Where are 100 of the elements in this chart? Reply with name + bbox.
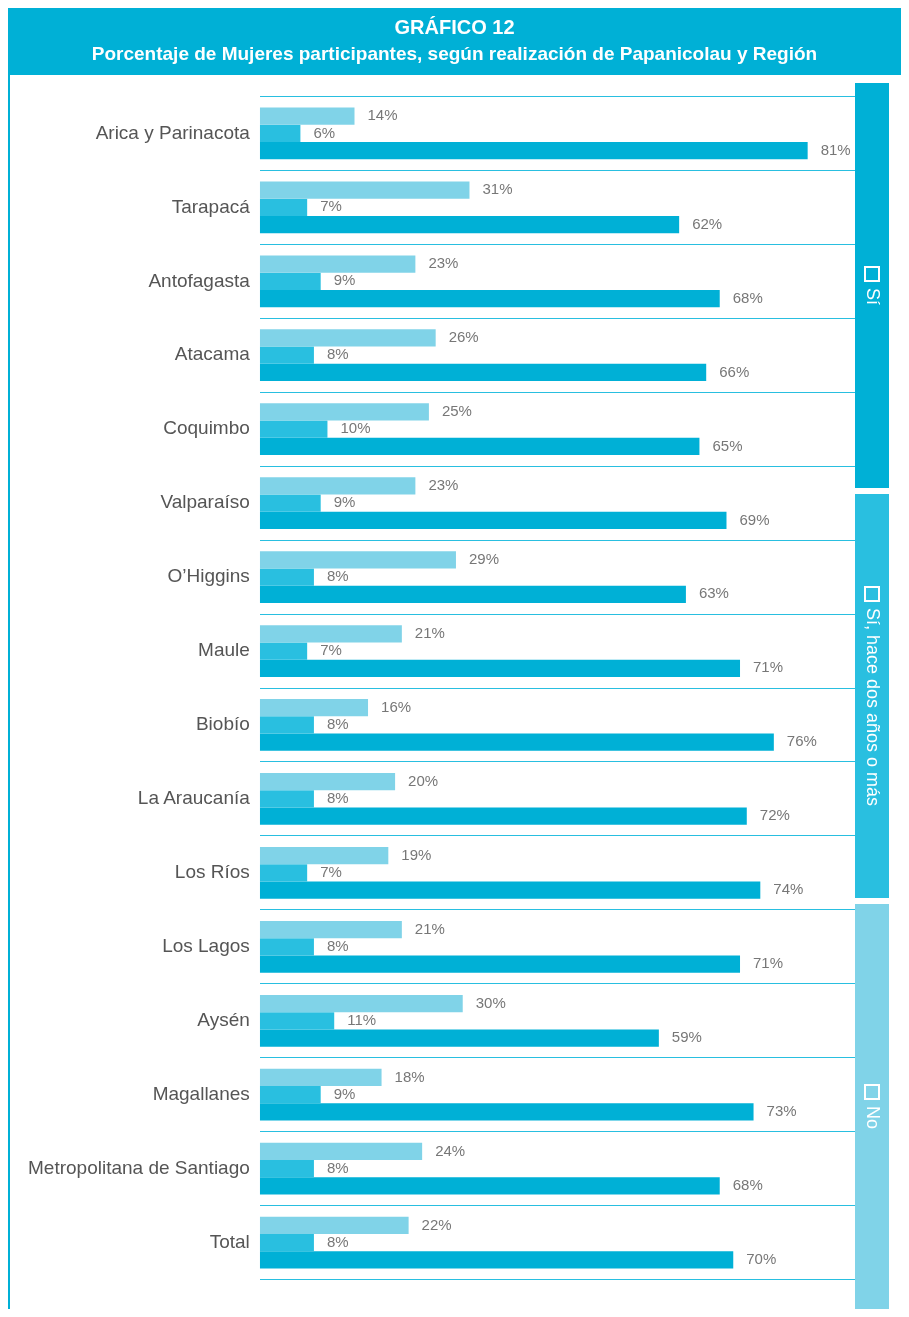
- bar: [259, 1160, 314, 1178]
- data-label: 74%: [773, 880, 804, 898]
- bar: [259, 329, 436, 347]
- y-tick-label: Biobío: [195, 713, 250, 735]
- y-tick-label: Arica y Parinacota: [95, 121, 251, 143]
- y-tick-label: Antofagasta: [148, 269, 251, 291]
- data-label: 6%: [313, 123, 336, 141]
- bar: [259, 585, 686, 603]
- bar: [259, 864, 308, 882]
- bar: [259, 773, 396, 791]
- data-label: 30%: [475, 993, 506, 1011]
- data-label: 7%: [320, 863, 342, 881]
- bar: [259, 1216, 409, 1234]
- legend-label: Sí: [861, 287, 883, 305]
- y-tick-label: Coquimbo: [163, 417, 250, 439]
- bar: [259, 642, 308, 660]
- data-label: 8%: [326, 567, 349, 585]
- data-label: 72%: [759, 806, 790, 824]
- legend-label: Sí, hace dos años o más: [861, 607, 883, 807]
- data-label: 70%: [746, 1250, 777, 1268]
- data-label: 69%: [739, 510, 770, 528]
- bar: [259, 659, 741, 677]
- bar: [259, 807, 747, 825]
- bar: [259, 1086, 321, 1104]
- data-label: 19%: [401, 845, 432, 863]
- bar: [259, 733, 774, 751]
- data-label: 8%: [326, 1232, 349, 1250]
- data-label: 8%: [326, 345, 349, 363]
- bar: [259, 790, 314, 808]
- data-label: 76%: [786, 732, 817, 750]
- data-label: 66%: [719, 362, 750, 380]
- y-tick-label: Aysén: [197, 1009, 250, 1031]
- bar: [259, 551, 456, 569]
- data-label: 8%: [326, 715, 349, 733]
- data-label: 22%: [421, 1215, 452, 1233]
- data-label: 73%: [766, 1102, 797, 1120]
- bar: [259, 403, 429, 421]
- y-tick-label: Tarapacá: [171, 195, 251, 217]
- bar: [259, 699, 369, 717]
- bar: [259, 494, 321, 512]
- data-label: 62%: [692, 214, 723, 232]
- data-label: 10%: [340, 419, 371, 437]
- bar: [259, 938, 314, 956]
- bar: [259, 124, 301, 142]
- data-label: 23%: [428, 476, 459, 494]
- bar: [259, 289, 720, 308]
- bar: [259, 716, 314, 734]
- data-label: 68%: [732, 288, 763, 306]
- bar: [259, 881, 761, 899]
- bar: [259, 198, 308, 216]
- data-label: 16%: [381, 697, 412, 715]
- data-label: 68%: [732, 1176, 763, 1194]
- data-label: 9%: [333, 271, 356, 289]
- bar: [259, 477, 416, 495]
- y-tick-label: Los Lagos: [162, 935, 250, 957]
- data-label: 14%: [367, 106, 398, 124]
- chart-title: GRÁFICO 12: [393, 16, 516, 39]
- data-label: 21%: [414, 623, 445, 641]
- bar: [259, 994, 463, 1013]
- chart-subtitle: Porcentaje de Mujeres participantes, según realización de Papanicolau y Región: [90, 43, 819, 65]
- bar: [259, 272, 321, 290]
- bar: [259, 1103, 754, 1121]
- data-label: 8%: [326, 936, 349, 954]
- bar: [259, 420, 328, 438]
- bar: [259, 1029, 659, 1047]
- bar: [259, 955, 741, 973]
- bar: [259, 346, 314, 364]
- y-tick-label: Maule: [198, 639, 250, 661]
- bar: [259, 1012, 335, 1030]
- data-label: 29%: [468, 549, 499, 567]
- data-label: 71%: [753, 658, 784, 676]
- data-label: 81%: [820, 140, 851, 158]
- bar: [259, 437, 700, 456]
- bar: [259, 846, 389, 865]
- data-label: 65%: [712, 436, 743, 454]
- data-label: 9%: [333, 1084, 356, 1102]
- bar: [259, 568, 314, 586]
- data-label: 7%: [320, 641, 342, 659]
- bar: [259, 625, 402, 643]
- y-tick-label: Metropolitana de Santiago: [27, 1156, 250, 1178]
- data-label: 9%: [333, 493, 356, 511]
- data-label: 25%: [441, 402, 472, 420]
- y-tick-label: La Araucanía: [137, 787, 251, 809]
- data-label: 20%: [408, 771, 439, 789]
- data-label: 31%: [482, 180, 513, 198]
- bar: [259, 215, 680, 234]
- data-label: 7%: [320, 197, 342, 215]
- bar: [259, 1251, 734, 1269]
- bar: [259, 1177, 720, 1195]
- y-tick-label: Total: [209, 1230, 250, 1252]
- bar: [259, 1234, 314, 1252]
- data-label: 71%: [753, 954, 784, 972]
- y-tick-label: Magallanes: [152, 1082, 250, 1104]
- y-tick-label: Valparaíso: [160, 491, 250, 513]
- y-tick-label: Atacama: [174, 343, 251, 365]
- data-label: 8%: [326, 1158, 349, 1176]
- data-label: 63%: [698, 584, 729, 602]
- data-label: 23%: [428, 254, 459, 272]
- bar: [259, 142, 808, 160]
- bar: [259, 181, 470, 199]
